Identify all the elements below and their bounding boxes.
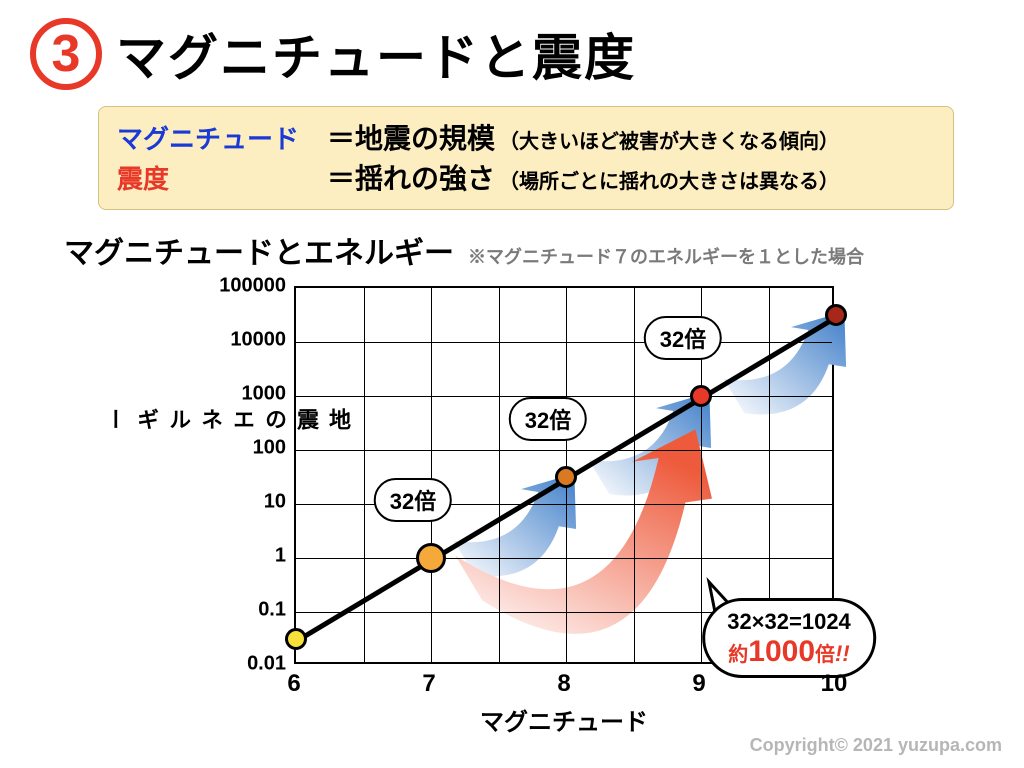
definition-box: マグニチュード ＝地震の規模 （大きいほど被害が大きくなる傾向） 震度 ＝揺れの… <box>98 106 954 210</box>
page-title: マグニチュードと震度 <box>116 18 636 90</box>
y-tick-label: 10 <box>264 491 286 514</box>
x-axis-label: マグニチュード <box>294 702 834 737</box>
big-arrow-icon <box>455 429 712 633</box>
subtitle-note: ※マグニチュード７のエネルギーを１とした場合 <box>468 243 864 269</box>
callout-bubble: 32×32=1024約1000倍!! <box>702 598 876 678</box>
data-point <box>285 628 307 650</box>
section-number: 3 <box>52 24 81 84</box>
y-tick-label: 100 <box>253 437 286 460</box>
header: 3 マグニチュードと震度 <box>0 0 1024 100</box>
callout-line2: 約1000倍!! <box>727 635 851 669</box>
data-point <box>825 304 847 326</box>
step-bubble: 32倍 <box>374 478 452 522</box>
gridline-h <box>296 450 832 451</box>
gridline-h <box>296 342 832 343</box>
x-tick-label: 8 <box>557 670 570 698</box>
y-tick-label: 1 <box>275 545 286 568</box>
y-tick-label: 1000 <box>242 383 287 406</box>
value-magnitude: ＝地震の規模 <box>327 117 495 157</box>
copyright: Copyright© 2021 yuzupa.com <box>750 735 1002 756</box>
gridline-v <box>634 288 635 662</box>
step-bubble: 32倍 <box>509 397 587 441</box>
step-arrow-icon <box>724 311 846 414</box>
data-point <box>416 543 446 573</box>
x-tick-label: 6 <box>287 670 300 698</box>
x-tick-label: 9 <box>692 670 705 698</box>
gridline-v <box>364 288 365 662</box>
definition-row-magnitude: マグニチュード ＝地震の規模 （大きいほど被害が大きくなる傾向） <box>117 117 935 157</box>
y-tick-label: 10000 <box>230 329 286 352</box>
step-arrow-icon <box>454 473 576 576</box>
data-point <box>555 466 577 488</box>
value-shindo: ＝揺れの強さ <box>327 157 495 197</box>
data-point <box>690 385 712 407</box>
callout-line1: 32×32=1024 <box>727 609 851 635</box>
section-number-badge: 3 <box>30 18 102 90</box>
step-bubble: 32倍 <box>644 316 722 360</box>
gridline-h <box>296 558 832 559</box>
y-tick-label: 0.01 <box>247 653 286 676</box>
definition-row-shindo: 震度 ＝揺れの強さ （場所ごとに揺れの大きさは異なる） <box>117 157 935 197</box>
term-shindo: 震度 <box>117 159 327 196</box>
gridline-v <box>431 288 432 662</box>
term-magnitude: マグニチュード <box>117 119 327 156</box>
note-magnitude: （大きいほど被害が大きくなる傾向） <box>499 125 839 154</box>
x-tick-label: 7 <box>422 670 435 698</box>
note-shindo: （場所ごとに揺れの大きさは異なる） <box>499 165 839 194</box>
subtitle-row: マグニチュードとエネルギー ※マグニチュード７のエネルギーを１とした場合 <box>0 220 1024 272</box>
x-tick-label: 10 <box>821 670 848 698</box>
y-tick-label: 0.1 <box>258 599 286 622</box>
y-tick-label: 100000 <box>219 275 286 298</box>
subtitle: マグニチュードとエネルギー <box>64 228 454 272</box>
gridline-v <box>499 288 500 662</box>
plot-area: 32倍32倍32倍32×32=1024約1000倍!! <box>294 286 834 664</box>
